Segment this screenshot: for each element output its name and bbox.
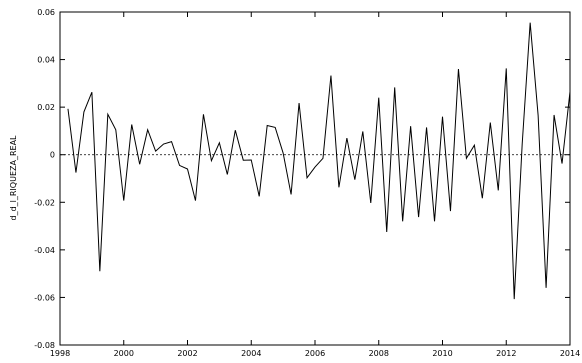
y-tick-labels: -0.08 -0.06 -0.04 -0.02 0 0.02 0.04 0.06 [34, 8, 55, 350]
x-tick-labels: 1998 2000 2002 2004 2006 2008 2010 2012 2014 [50, 349, 580, 358]
y-tick-label: 0.02 [37, 103, 55, 112]
y-tick-label: -0.08 [34, 341, 55, 350]
x-tick-label: 2006 [305, 349, 325, 358]
x-tick-label: 2004 [241, 349, 261, 358]
y-tick-label: 0.04 [37, 56, 55, 65]
x-tick-label: 1998 [50, 349, 70, 358]
y-tick-label: -0.02 [34, 198, 55, 207]
y-tick-label: 0 [50, 151, 55, 160]
y-tick-label: -0.04 [34, 246, 55, 255]
x-tick-label: 2012 [496, 349, 516, 358]
y-axis-title: d_d_l_RIQUEZA_REAL [9, 135, 18, 221]
x-tick-label: 2010 [432, 349, 452, 358]
plot-frame [59, 11, 571, 346]
x-tick-label: 2002 [177, 349, 197, 358]
x-tick-label: 2008 [369, 349, 389, 358]
y-tick-label: -0.06 [34, 293, 55, 302]
axis-ticks [59, 11, 571, 346]
series-line [67, 22, 571, 300]
y-tick-label: 0.06 [37, 8, 55, 17]
x-tick-label: 2000 [114, 349, 134, 358]
x-tick-label: 2014 [560, 349, 580, 358]
